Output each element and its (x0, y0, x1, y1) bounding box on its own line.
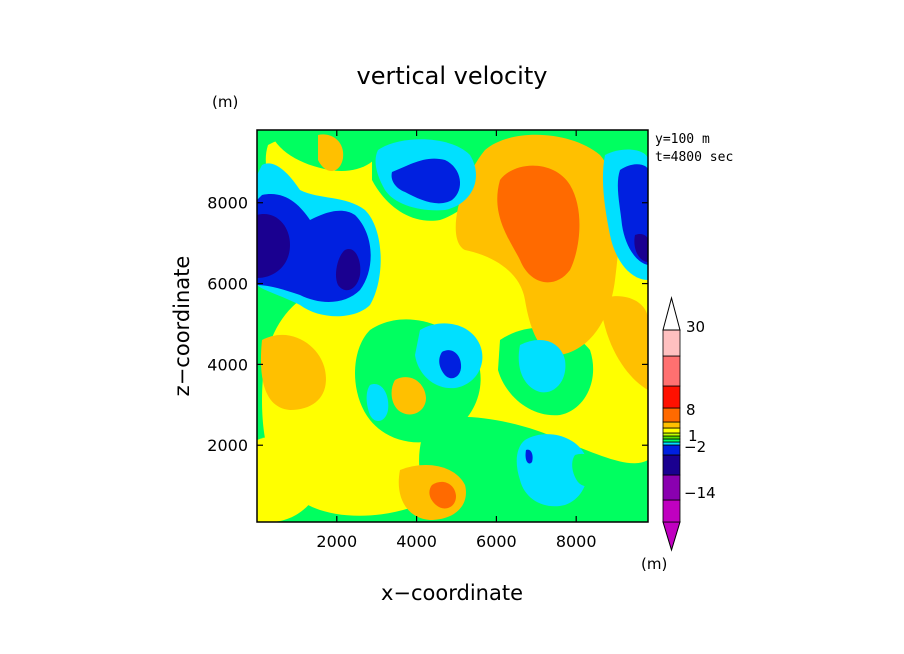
colorbar-band (662, 407, 681, 423)
contour-region (257, 214, 290, 278)
contour-region (335, 249, 361, 291)
contour-region (318, 134, 344, 172)
contour-region (366, 384, 389, 422)
colorbar-label: −14 (684, 484, 716, 502)
colorbar-arrow-high (662, 296, 681, 331)
colorbar-band (662, 444, 681, 456)
y-axis: 2000 4000 6000 8000 (207, 194, 648, 455)
chart-title: vertical velocity (357, 62, 548, 90)
contour-region (260, 334, 326, 410)
colorbar-band (662, 432, 681, 437)
contour-field (257, 130, 648, 522)
contour-region (600, 296, 648, 390)
colorbar-label: 8 (686, 401, 696, 419)
colorbar-arrow-low (662, 521, 681, 552)
colorbar-label: 1 (688, 427, 698, 445)
colorbar-unit-label: (m) (641, 555, 667, 573)
colorbar-band (662, 427, 681, 434)
y-tick-label: 6000 (207, 275, 248, 294)
contour-region (257, 436, 321, 522)
y-tick-label: 4000 (207, 355, 248, 374)
y-unit-label: (m) (212, 93, 238, 111)
x-tick-label: 2000 (316, 532, 357, 551)
contour-region (429, 481, 456, 509)
contour-region (572, 453, 599, 487)
x-axis: 2000 4000 6000 8000 (316, 130, 597, 551)
y-axis-label: z−coordinate (170, 256, 194, 397)
colorbar-band (662, 441, 681, 446)
plot-frame (256, 129, 649, 523)
contour-region (518, 340, 566, 393)
colorbar: 30 8 1−2 −14 (662, 296, 716, 552)
colorbar-label: 30 (686, 318, 705, 336)
annotation-line-1: y=100 m (655, 132, 710, 147)
x-axis-label: x−coordinate (381, 581, 523, 605)
colorbar-band (662, 499, 681, 523)
contour-region (516, 434, 588, 507)
colorbar-band (662, 435, 681, 440)
contour-region (391, 377, 426, 415)
contour-region (497, 165, 580, 283)
contour-region (634, 233, 648, 262)
colorbar-band (662, 355, 681, 387)
colorbar-band (662, 454, 681, 476)
colorbar-label: −2 (684, 438, 706, 456)
colorbar-band (662, 438, 681, 443)
colorbar-band (662, 474, 681, 501)
contour-region (391, 158, 461, 204)
contour-region (439, 350, 462, 379)
colorbar-band (662, 421, 681, 429)
contour-region (525, 449, 533, 464)
x-tick-label: 4000 (396, 532, 437, 551)
y-tick-label: 2000 (207, 436, 248, 455)
colorbar-band (662, 329, 681, 357)
x-tick-label: 8000 (556, 532, 597, 551)
annotation-line-2: t=4800 sec (655, 150, 733, 165)
colorbar-band (662, 385, 681, 409)
y-tick-label: 8000 (207, 194, 248, 213)
x-tick-label: 6000 (476, 532, 517, 551)
